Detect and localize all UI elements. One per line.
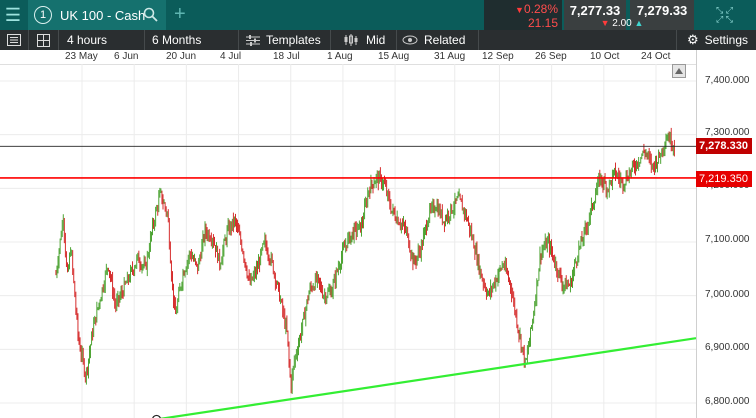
layout-grid-icon[interactable] (28, 30, 59, 50)
expand-icon[interactable]: ⤡ ⤢ ⤢ ⤡ (716, 5, 733, 24)
candles-icon (344, 34, 358, 46)
templates-button[interactable]: Templates (238, 30, 331, 50)
trendline-anchor-handle (152, 414, 161, 418)
instrument-tab[interactable]: 1 UK 100 - Cash (28, 0, 166, 30)
chart-grid (0, 64, 696, 418)
related-label: Related (424, 33, 466, 47)
down-arrow-icon: ▼ (515, 5, 524, 15)
price-change: ▼0.28% 21.15 (484, 0, 562, 30)
x-tick-label: 23 May (65, 51, 98, 62)
sell-button[interactable]: 7,277.33 (564, 0, 626, 30)
add-tab-icon[interactable]: + (174, 3, 186, 25)
horizontal-line-label: 7,219.350 (696, 170, 752, 187)
settings-label: Settings (704, 33, 749, 47)
x-tick-label: 31 Aug (434, 51, 466, 62)
spread-indicator: ▼ 2.00 ▲ (592, 18, 652, 30)
spread-value: 2.00 (612, 18, 632, 29)
x-tick-label: 26 Sep (535, 51, 567, 62)
templates-label: Templates (266, 33, 321, 47)
eye-icon (402, 35, 418, 45)
range-label: 6 Months (152, 33, 202, 47)
trendline (158, 337, 696, 418)
buy-price: 7,279.33 (636, 3, 688, 18)
sell-arrow-icon: ▼ (600, 18, 610, 28)
change-percent: 0.28% (523, 2, 558, 16)
x-tick-label: 18 Jul (273, 51, 300, 62)
related-button[interactable]: Related (396, 30, 479, 50)
change-absolute: 21.15 (527, 16, 558, 30)
sell-price: 7,277.33 (569, 3, 621, 18)
chart-toolbar: 4 hours 6 Months Templates Mid Related ⚙… (0, 30, 756, 50)
current-price-label: 7,278.330 (696, 138, 752, 155)
x-tick-label: 12 Sep (482, 51, 514, 62)
interval-label: 4 hours (67, 33, 108, 47)
price-type-label: Mid (366, 33, 386, 47)
y-tick-label: 6,800.000 (705, 396, 750, 407)
x-tick-label: 4 Jul (220, 51, 242, 62)
range-selector[interactable]: 6 Months (144, 30, 239, 50)
x-tick-label: 10 Oct (590, 51, 620, 62)
list-icon[interactable] (0, 30, 29, 50)
drawings (0, 145, 696, 418)
y-tick-label: 7,400.000 (705, 75, 750, 86)
y-tick-label: 6,900.000 (705, 342, 750, 353)
x-tick-label: 20 Jun (166, 51, 197, 62)
x-tick-label: 1 Aug (327, 51, 353, 62)
time-axis: 23 May 6 Jun 20 Jun 4 Jul 18 Jul 1 Aug 1… (0, 50, 696, 65)
scroll-to-latest-icon[interactable] (672, 64, 686, 78)
settings-button[interactable]: ⚙ Settings (676, 30, 756, 50)
x-tick-label: 15 Aug (378, 51, 410, 62)
instrument-header: ☰ 1 UK 100 - Cash + ▼0.28% 21.15 7,277.3… (0, 0, 756, 30)
hamburger-icon[interactable]: ☰ (4, 4, 22, 25)
y-tick-label: 7,300.000 (705, 127, 750, 138)
instrument-name: UK 100 - Cash (60, 7, 146, 23)
sliders-icon (246, 34, 260, 46)
buy-button[interactable]: 7,279.33 (630, 0, 694, 30)
candles (55, 127, 675, 394)
y-tick-label: 7,100.000 (705, 234, 750, 245)
buy-arrow-icon: ▲ (634, 18, 644, 28)
price-axis: 7,400.000 7,300.000 7,200.000 7,100.000 … (672, 50, 756, 418)
tab-number: 1 (34, 6, 52, 24)
search-icon[interactable] (143, 7, 158, 22)
interval-selector[interactable]: 4 hours (58, 30, 145, 50)
gear-icon: ⚙ (687, 32, 699, 47)
price-type-selector[interactable]: Mid (330, 30, 397, 50)
x-tick-label: 24 Oct (641, 51, 671, 62)
y-tick-label: 7,000.000 (705, 289, 750, 300)
price-chart[interactable] (0, 64, 696, 418)
x-tick-label: 6 Jun (114, 51, 139, 62)
